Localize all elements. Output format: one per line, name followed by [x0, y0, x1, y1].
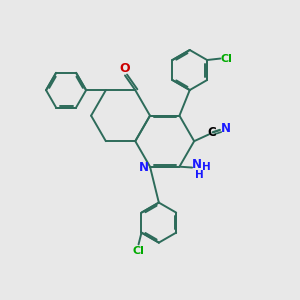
Text: H: H [202, 162, 210, 172]
Text: O: O [120, 62, 130, 76]
Text: N: N [139, 161, 148, 174]
Text: N: N [192, 158, 202, 171]
Text: C: C [208, 126, 216, 139]
Text: Cl: Cl [220, 53, 232, 64]
Text: Cl: Cl [133, 246, 145, 256]
Text: N: N [221, 122, 231, 135]
Text: H: H [195, 169, 203, 180]
